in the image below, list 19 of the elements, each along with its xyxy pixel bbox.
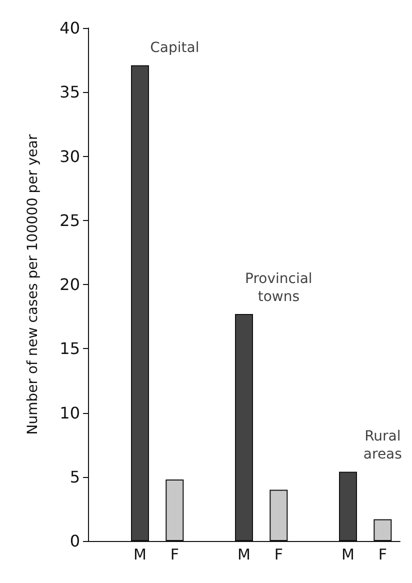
y-tick-label: 15	[60, 339, 80, 358]
annotation: Rural areas	[363, 428, 402, 463]
x-tick-label: F	[274, 546, 283, 564]
y-tick-label: 20	[60, 275, 80, 294]
y-tick-label: 5	[70, 467, 80, 486]
x-tick-label: M	[342, 546, 354, 564]
y-tick-label: 0	[70, 532, 80, 550]
annotation: Provincial towns	[245, 270, 312, 305]
y-tick-label: 40	[60, 18, 80, 38]
x-tick-label: M	[134, 546, 146, 564]
x-tick-label: M	[238, 546, 250, 564]
y-tick-label: 35	[60, 82, 80, 102]
annotation: Capital	[150, 40, 200, 56]
y-axis-title: Number of new cases per 100000 per year	[25, 134, 41, 435]
x-tick-label: F	[378, 546, 387, 564]
y-tick-label: 25	[60, 210, 80, 230]
y-tick-label: 10	[60, 403, 80, 422]
x-tick-label: F	[170, 546, 179, 564]
y-tick-label: 30	[60, 146, 80, 166]
